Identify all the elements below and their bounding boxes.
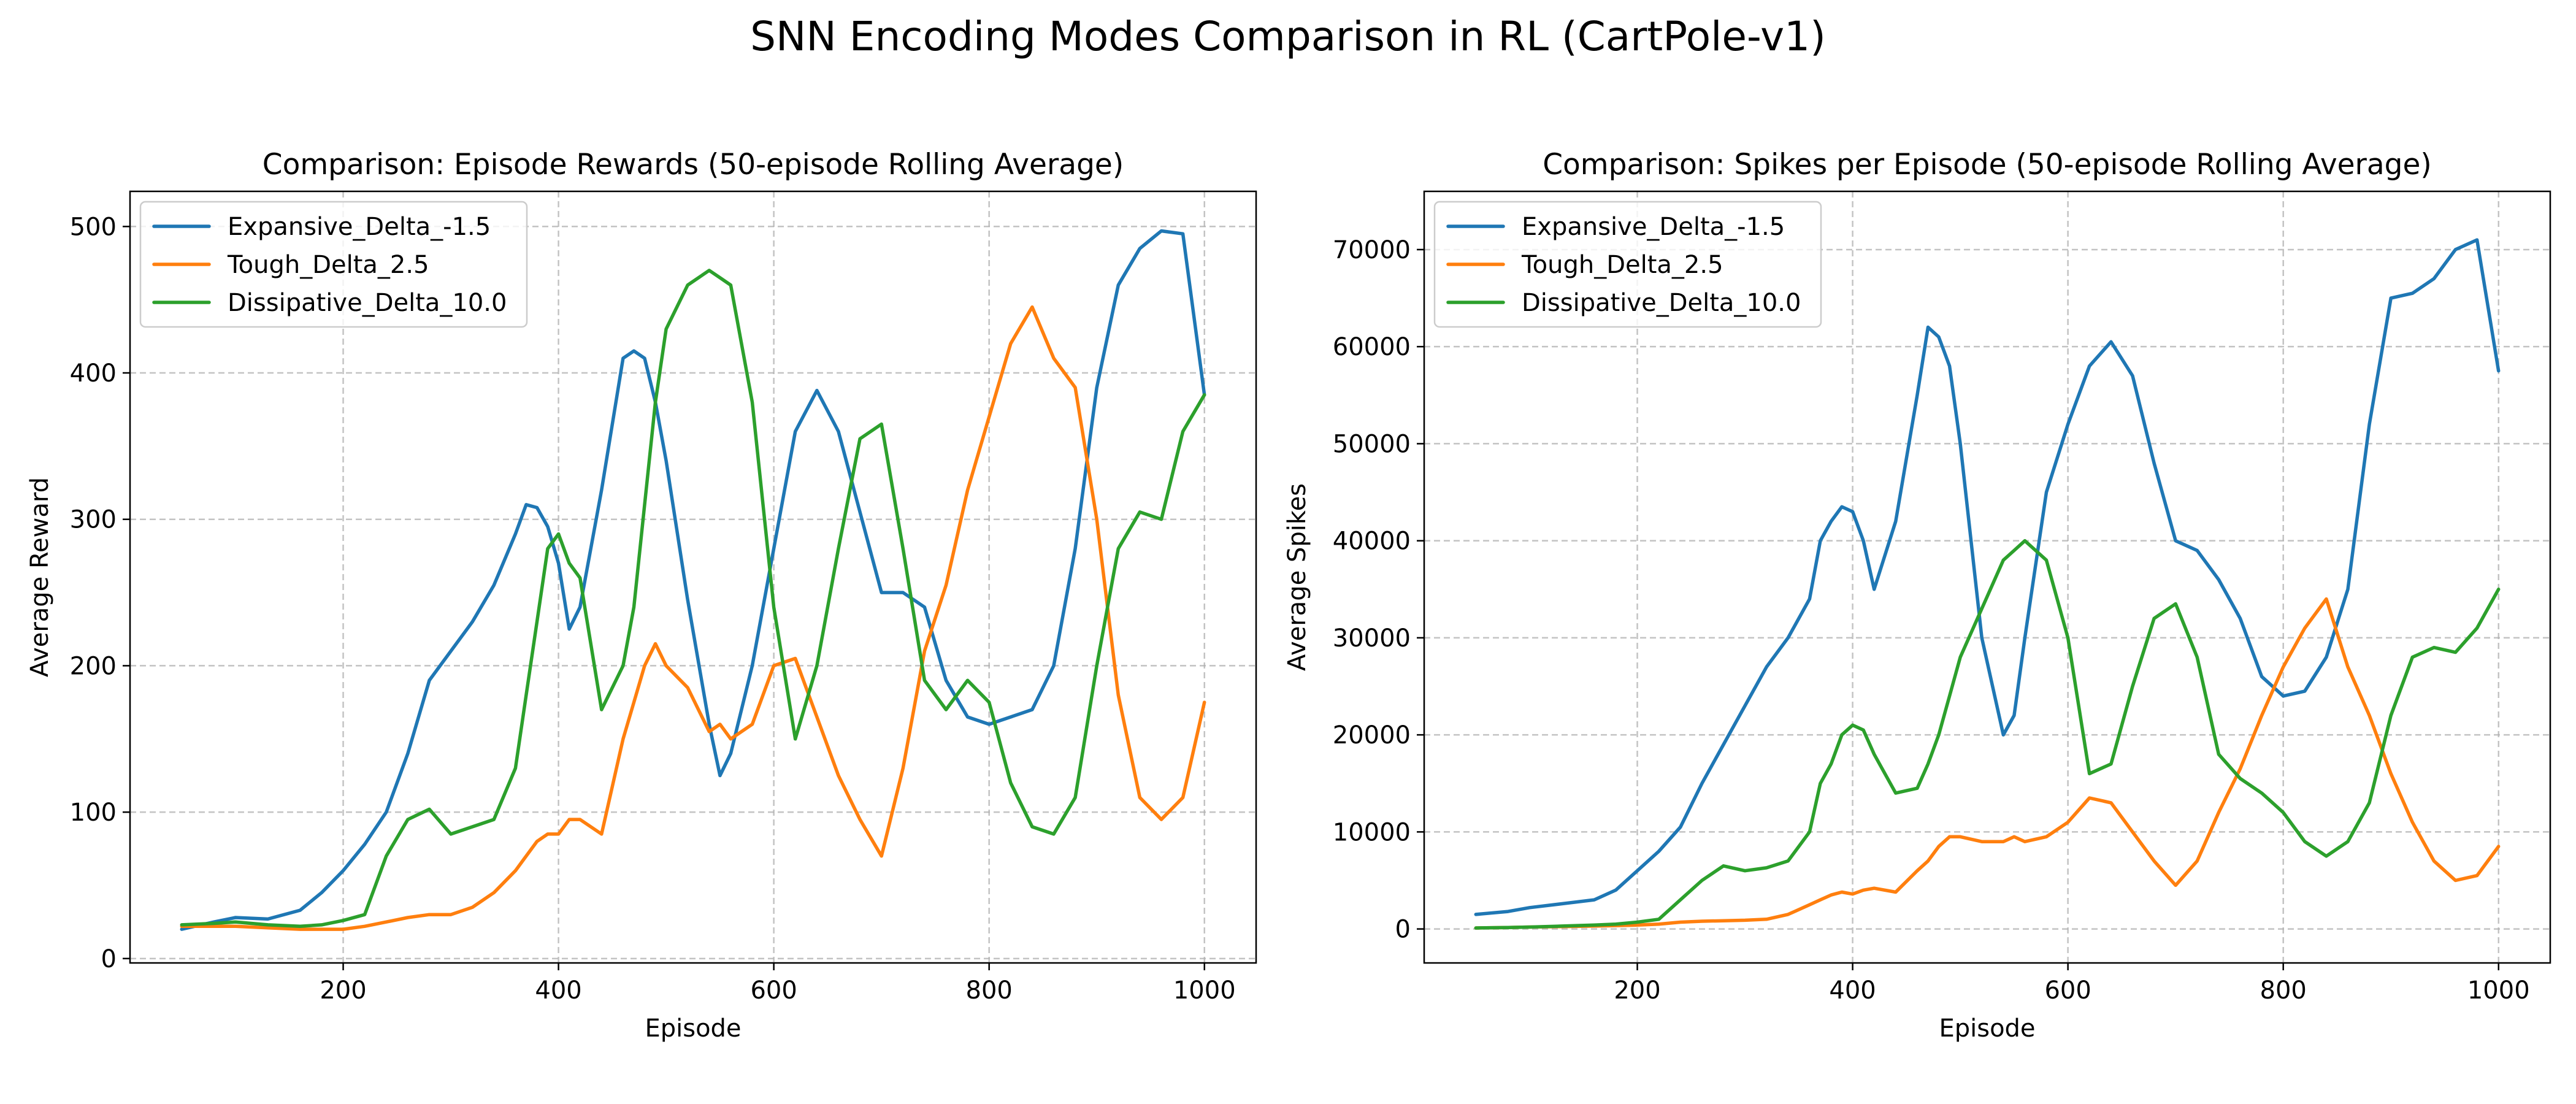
reward-x-axis-label: Episode (645, 1014, 741, 1043)
spikes-x-tick-label: 800 (2260, 976, 2307, 1005)
reward-chart-title: Comparison: Episode Rewards (50-episode … (263, 148, 1124, 182)
spikes-x-tick-label: 1000 (2467, 976, 2530, 1005)
reward-x-tick-label: 400 (535, 976, 581, 1005)
spikes-series-lines (1474, 238, 2501, 930)
spikes-y-tick-label: 20000 (1333, 721, 1411, 749)
reward-y-axis-label: Average Reward (26, 477, 54, 677)
spikes-y-tick-label: 50000 (1333, 430, 1411, 458)
reward-y-tick-label: 400 (70, 359, 117, 388)
spikes-y-tick-label: 30000 (1333, 624, 1411, 653)
reward-legend-label: Expansive_Delta_-1.5 (228, 213, 491, 241)
spikes-y-axis-label: Average Spikes (1283, 483, 1311, 671)
reward-series-line-3 (180, 269, 1206, 929)
reward-y-tick-label: 300 (70, 506, 117, 534)
spikes-plot-frame (1423, 190, 2551, 964)
figure-title: SNN Encoding Modes Comparison in RL (Car… (750, 13, 1826, 60)
reward-chart: Comparison: Episode Rewards (50-episode … (26, 148, 1257, 1043)
spikes-gridlines (1424, 191, 2550, 963)
spikes-series-line-2 (1474, 597, 2501, 930)
reward-y-tick-label: 100 (70, 799, 117, 827)
reward-legend-frame (139, 201, 528, 328)
spikes-legend-frame (1433, 201, 1822, 328)
reward-y-tick-label: 200 (70, 652, 117, 680)
spikes-legend-label: Tough_Delta_2.5 (1521, 251, 1723, 279)
spikes-x-tick-label: 200 (1614, 976, 1660, 1005)
spikes-y-tick-label: 40000 (1333, 527, 1411, 556)
reward-series-lines (180, 229, 1206, 931)
spikes-y-tick-label: 60000 (1333, 333, 1411, 361)
spikes-chart: Comparison: Spikes per Episode (50-episo… (1283, 148, 2551, 1043)
spikes-legend: Expansive_Delta_-1.5 Tough_Delta_2.5 Dissi… (1433, 201, 1822, 328)
reward-x-tick-label: 800 (966, 976, 1013, 1005)
reward-ticks: 200 400 600 800 1000 0 100 200 300 400 500 (70, 213, 1236, 1005)
spikes-y-tick-label: 0 (1395, 916, 1411, 944)
spikes-x-axis-label: Episode (1939, 1014, 2035, 1043)
spikes-x-tick-label: 600 (2044, 976, 2091, 1005)
spikes-series-line-1 (1474, 238, 2501, 916)
reward-y-tick-label: 500 (70, 213, 117, 241)
spikes-chart-title: Comparison: Spikes per Episode (50-episo… (1543, 148, 2432, 182)
spikes-legend-label: Dissipative_Delta_10.0 (1522, 289, 1801, 317)
spikes-y-tick-label: 10000 (1333, 818, 1411, 846)
spikes-y-tick-label: 70000 (1333, 236, 1411, 264)
reward-series-line-1 (180, 229, 1206, 931)
reward-y-tick-label: 0 (101, 945, 117, 973)
spikes-ticks: 200 400 600 800 1000010000200003000040000500… (1333, 236, 2530, 1005)
reward-legend: Expansive_Delta_-1.5 Tough_Delta_2.5 Dissi… (139, 201, 528, 328)
reward-x-tick-label: 1000 (1173, 976, 1236, 1005)
reward-series-line-2 (180, 305, 1206, 931)
reward-plot-frame (129, 190, 1257, 964)
spikes-legend-label: Expansive_Delta_-1.5 (1522, 213, 1785, 241)
reward-x-tick-label: 200 (320, 976, 366, 1005)
spikes-series-line-3 (1474, 539, 2501, 930)
reward-legend-label: Tough_Delta_2.5 (227, 251, 429, 279)
reward-legend-label: Dissipative_Delta_10.0 (228, 289, 507, 317)
spikes-x-tick-label: 400 (1829, 976, 1876, 1005)
reward-x-tick-label: 600 (750, 976, 797, 1005)
